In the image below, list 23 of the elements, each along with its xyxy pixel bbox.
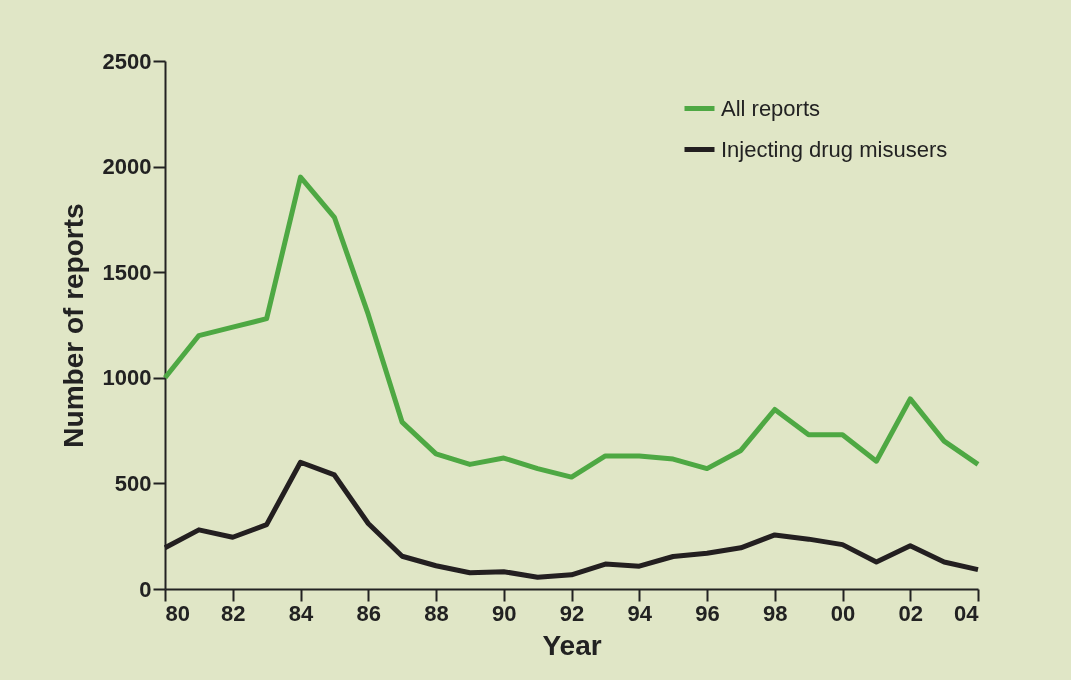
y-axis-title: Number of reports [57,203,89,448]
x-tick-label: 92 [559,600,585,626]
x-tick-label: 80 [165,600,190,626]
x-tick-label: 84 [288,600,314,626]
x-tick-label: 90 [492,600,517,626]
x-tick-label: 86 [356,600,381,626]
y-tick-label: 2000 [102,154,152,180]
y-tick-label: 2500 [102,48,152,74]
x-axis-title: Year [542,629,602,661]
x-tick-label: 04 [954,600,980,626]
y-tick-label: 0 [139,576,152,602]
x-tick-label: 96 [695,600,720,626]
y-tick-label: 1500 [102,259,152,285]
x-tick-label: 88 [424,600,449,626]
y-tick-label: 1000 [102,365,152,391]
legend-label: Injecting drug misusers [721,136,948,162]
x-tick-label: 82 [221,600,246,626]
y-tick-label: 500 [114,470,152,496]
legend-label: All reports [721,95,821,121]
x-tick-label: 02 [898,600,923,626]
x-tick-label: 98 [763,600,788,626]
x-tick-label: 00 [830,600,856,626]
x-tick-label: 94 [627,600,653,626]
